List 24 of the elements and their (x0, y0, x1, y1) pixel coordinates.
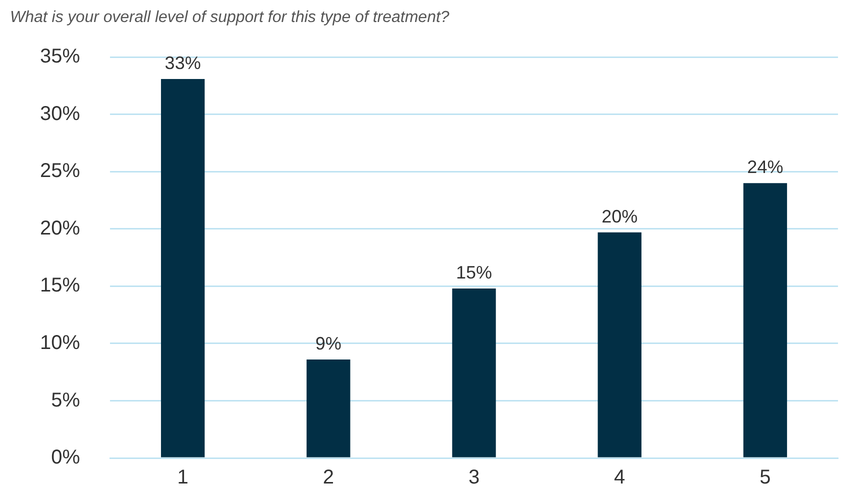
data-label: 15% (456, 262, 492, 282)
chart-title: What is your overall level of support for this type of treatment? (10, 9, 450, 26)
bar (160, 78, 205, 458)
data-label: 20% (602, 206, 638, 226)
data-label: 24% (747, 157, 784, 178)
x-tick-label: 1 (177, 466, 188, 489)
x-tick-label: 5 (760, 466, 771, 489)
y-tick-label: 25% (40, 160, 80, 182)
data-label: 33% (164, 52, 201, 73)
y-tick-label: 10% (40, 332, 80, 354)
y-tick-label: 15% (40, 274, 80, 297)
bar (743, 183, 788, 458)
bar (598, 232, 642, 458)
y-tick-label: 30% (40, 102, 80, 125)
bar (306, 360, 350, 458)
y-tick-label: 35% (40, 46, 80, 68)
y-tick-label: 5% (51, 389, 80, 412)
x-tick-label: 2 (322, 466, 334, 489)
x-tick-label: 4 (614, 466, 626, 489)
bar (452, 288, 496, 458)
x-tick-label: 3 (468, 466, 480, 489)
y-tick-label: 20% (40, 217, 80, 240)
y-tick-label: 0% (51, 446, 80, 469)
data-label: 9% (315, 333, 342, 354)
